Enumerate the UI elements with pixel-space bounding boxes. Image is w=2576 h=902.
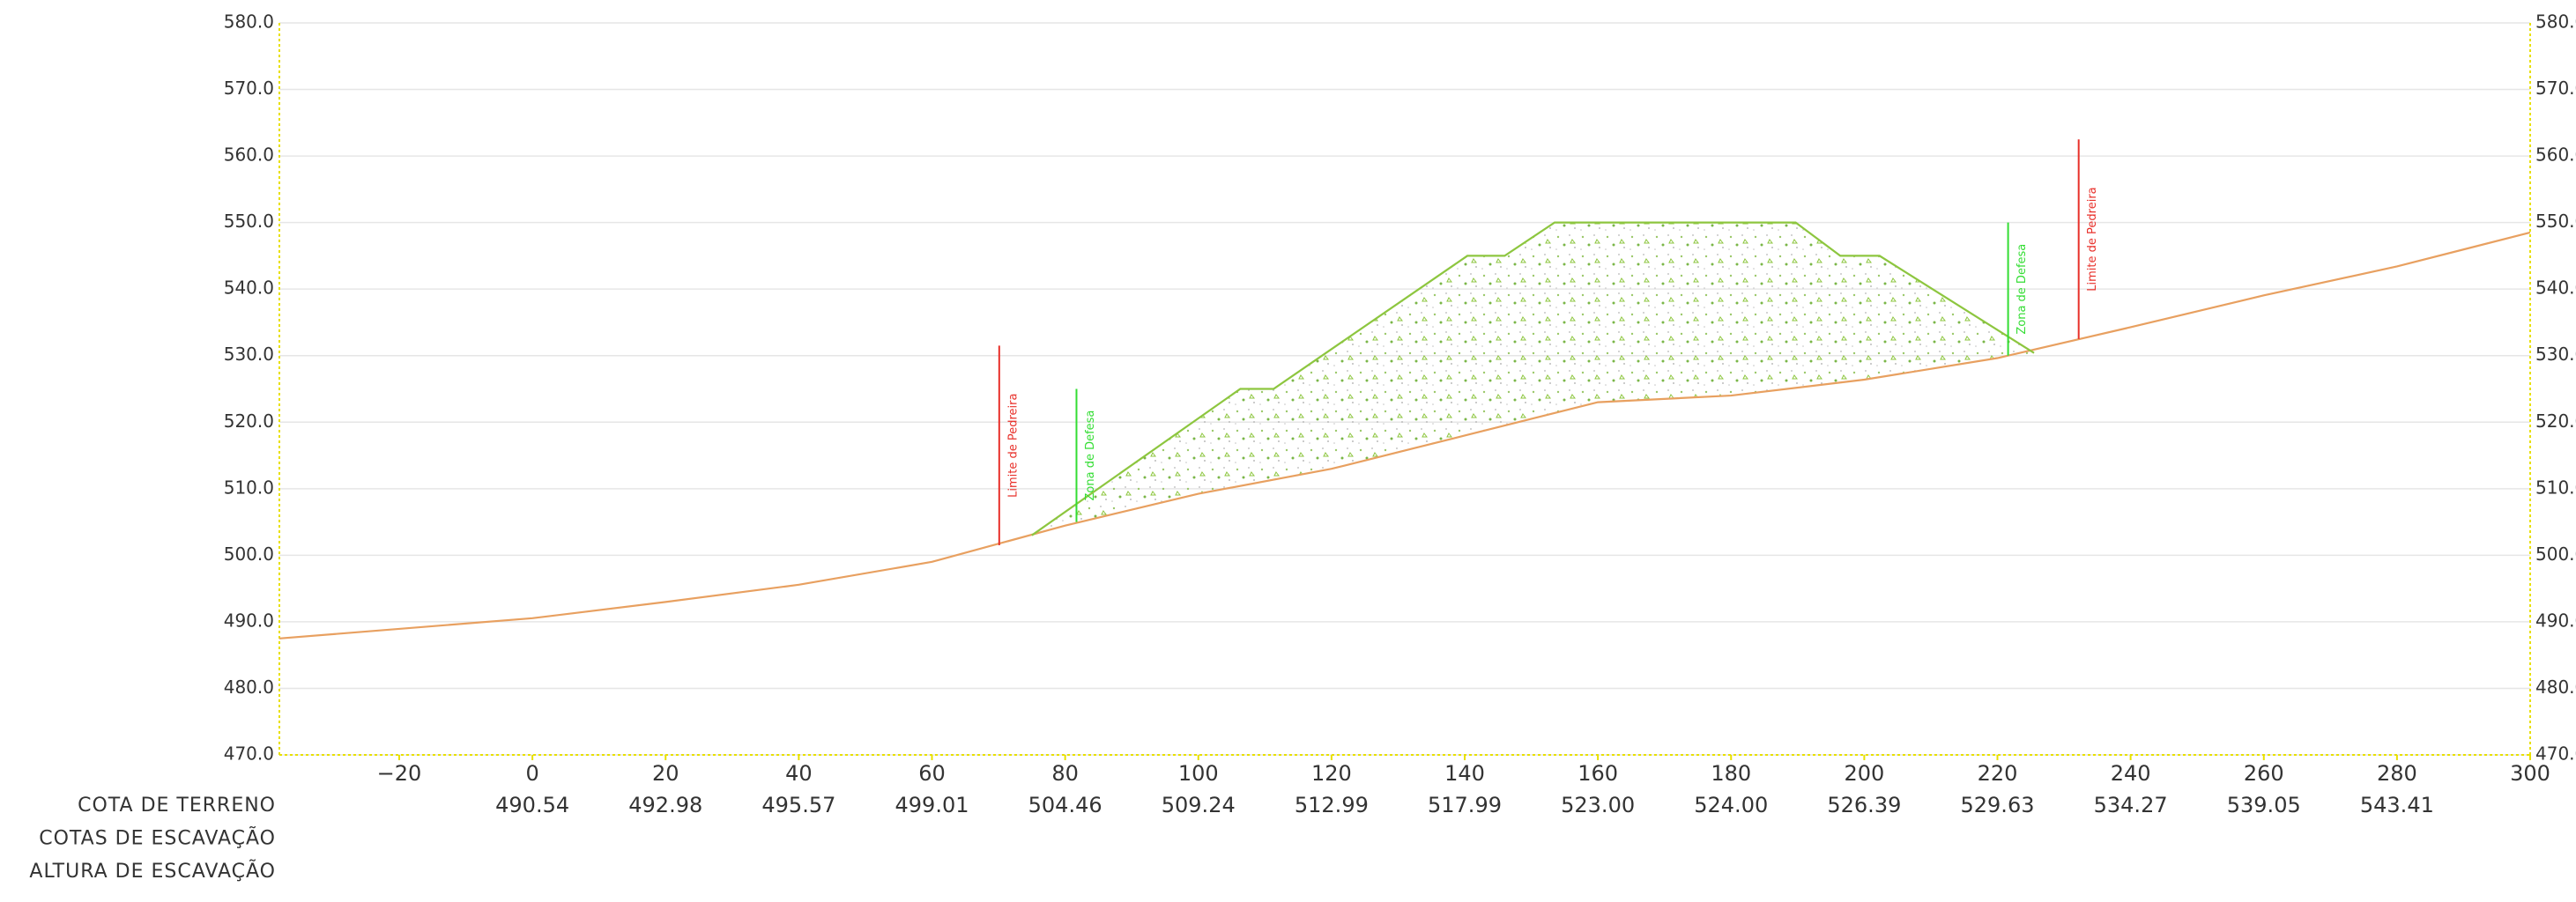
x-tick-label: 280: [2377, 761, 2417, 786]
row-label: COTA DE TERRENO: [78, 795, 276, 817]
y-tick-label-right: 520.0: [2535, 410, 2576, 432]
terrain-elevation: 499.01: [895, 793, 969, 817]
row-label: COTAS DE ESCAVAÇÃO: [39, 826, 276, 850]
y-tick-label: 560.0: [224, 144, 274, 166]
annotation-label: Limite de Pedreira: [1006, 394, 1020, 498]
terrain-elevation: 524.00: [1694, 793, 1768, 817]
y-tick-label-right: 510.0: [2535, 477, 2576, 498]
x-tick-label: 240: [2111, 761, 2151, 786]
terrain-elevation: 529.63: [1961, 793, 2035, 817]
y-tick-label: 490.0: [224, 610, 274, 631]
x-tick-label: 100: [1178, 761, 1219, 786]
y-tick-label-right: 580.0: [2535, 11, 2576, 33]
y-tick-label: 500.0: [224, 543, 274, 565]
terrain-elevation: 512.99: [1295, 793, 1369, 817]
x-tick-label: 300: [2510, 761, 2550, 786]
y-tick-label-right: 560.0: [2535, 144, 2576, 166]
y-tick-label: 540.0: [224, 277, 274, 299]
terrain-elevation: 504.46: [1028, 793, 1102, 817]
y-tick-label: 470.0: [224, 743, 274, 765]
rockfill: [1031, 222, 2035, 536]
terrain-elevation: 543.41: [2360, 793, 2434, 817]
row-label: ALTURA DE ESCAVAÇÃO: [29, 859, 276, 883]
annotation-label: Limite de Pedreira: [2086, 187, 2099, 291]
terrain-elevation: 495.57: [761, 793, 835, 817]
x-tick-label: 60: [918, 761, 946, 786]
terrain-elevation: 526.39: [1827, 793, 1901, 817]
x-tick-label: 40: [785, 761, 813, 786]
x-tick-label: −20: [377, 761, 422, 786]
terrain-elevation: 492.98: [628, 793, 702, 817]
y-tick-label-right: 550.0: [2535, 211, 2576, 232]
profile-line: [278, 231, 2531, 640]
x-tick-label: 220: [1978, 761, 2018, 786]
y-tick-label-right: 570.0: [2535, 78, 2576, 99]
x-tick-label: 0: [525, 761, 538, 786]
x-tick-label: 80: [1051, 761, 1079, 786]
y-tick-label: 550.0: [224, 211, 274, 232]
terrain-elevation: 523.00: [1561, 793, 1635, 817]
y-tick-label: 510.0: [224, 477, 274, 498]
y-tick-label: 580.0: [224, 11, 274, 33]
x-tick-label: 200: [1844, 761, 1884, 786]
y-tick-label-right: 540.0: [2535, 277, 2576, 299]
terrain-elevation: 517.99: [1428, 793, 1502, 817]
y-tick-label: 480.0: [224, 676, 274, 698]
x-tick-label: 260: [2244, 761, 2284, 786]
annotation-label: Zona de Defesa: [1084, 410, 1097, 501]
y-tick-label-right: 530.0: [2535, 344, 2576, 365]
terrain-elevation: 539.05: [2227, 793, 2301, 817]
x-tick-label: 140: [1444, 761, 1485, 786]
y-tick-label-right: 500.0: [2535, 543, 2576, 565]
x-tick-label: 160: [1578, 761, 1618, 786]
x-tick-label: 180: [1711, 761, 1751, 786]
x-tick-label: 20: [652, 761, 679, 786]
y-tick-label: 570.0: [224, 78, 274, 99]
y-tick-label: 520.0: [224, 410, 274, 432]
annotation-label: Zona de Defesa: [2016, 244, 2029, 335]
profile-line: [1031, 221, 2035, 536]
terrain-elevation: 490.54: [495, 793, 569, 817]
y-tick-label-right: 480.0: [2535, 676, 2576, 698]
y-tick-label: 530.0: [224, 344, 274, 365]
y-tick-label-right: 490.0: [2535, 610, 2576, 631]
terrain-elevation: 534.27: [2094, 793, 2168, 817]
y-tick-label-right: 470.0: [2535, 743, 2576, 765]
terrain-elevation: 509.24: [1162, 793, 1236, 817]
x-tick-label: 120: [1311, 761, 1352, 786]
